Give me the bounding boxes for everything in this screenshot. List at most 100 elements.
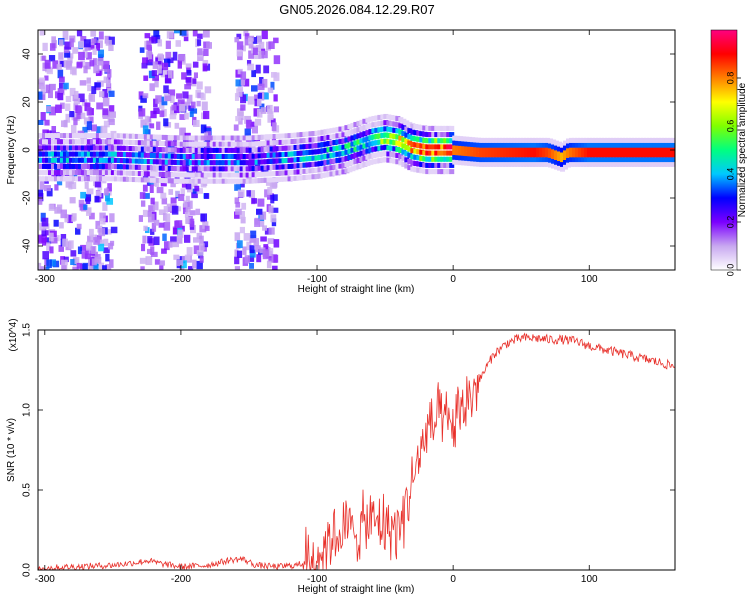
spectrogram-ridge-cell [410,129,416,135]
spectrogram-ridge-cell [446,169,452,175]
spectrogram-ridge-cell [62,151,68,157]
spectrogram-ridge-cell [197,154,203,160]
spectrogram-ridge-cell [308,143,314,149]
spectrogram-ridge-cell [302,150,308,156]
spectrogram-ridge-cell [296,169,302,175]
spectrogram-ridge-cell [422,150,428,156]
spectrogram-noise-cell [179,30,187,36]
spectrogram-noise-cell [143,75,149,81]
spectrogram-noise-cell [183,33,189,42]
spectrogram-ridge-cell [68,163,74,169]
spectrogram-ridge-cell [554,159,560,165]
spectrogram-ridge-cell [71,151,77,157]
spectrogram-ridge-cell [404,157,410,163]
spectrogram-ridge-cell [215,141,221,147]
spectrogram-noise-cell [255,245,261,253]
spectrogram-ridge-cell [326,147,332,153]
spectrogram-ridge-cell [479,142,485,148]
spectrogram-ridge-cell [251,172,257,178]
spectrogram-ridge-cell [458,145,464,151]
spectrogram-noise-cell [251,37,258,44]
spectrogram-noise-cell [182,207,188,214]
spectrogram-ridge-cell [377,121,383,127]
spectrogram-ridge-cell [380,145,386,151]
spectrogram-noise-cell [246,175,252,181]
spectrogram-ridge-cell [89,163,95,169]
spectrogram-ridge-cell [347,124,353,130]
spectrogram-ridge-cell [287,139,293,145]
spectrogram-noise-cell [159,260,165,266]
spectrogram-noise-cell [70,250,77,257]
spectrogram-ridge-cell [452,140,458,146]
spectrogram-noise-cell [253,238,259,246]
spectrogram-ridge-cell [65,151,71,157]
spectrogram-ridge-cell [503,161,509,167]
spectrogram-ridge-cell [518,137,524,143]
colorbar-label: Normalized spectral amplitude [737,82,748,217]
spectrogram-ridge-cell [92,157,98,163]
spectrogram-noise-cell [273,239,280,248]
spectrogram-ridge-cell [380,132,386,138]
spectrogram-ridge-cell [83,133,89,139]
spectrogram-ridge-cell [598,161,604,167]
spectrogram-noise-cell [49,259,56,267]
spectrogram-ridge-cell [419,162,425,168]
spectrogram-noise-cell [158,222,165,228]
spectrogram-ridge-cell [392,115,398,121]
spectrogram-ridge-cell [203,166,209,172]
spectrogram-noise-cell [148,205,155,212]
spectrogram-noise-cell [109,259,114,268]
spectrogram-noise-cell [161,248,167,254]
spectrogram-ridge-cell [470,137,476,143]
spectrogram-ridge-cell [206,135,212,141]
spectrogram-ridge-cell [119,176,125,182]
spectrogram-ridge-cell [293,144,299,150]
spectrogram-noise-cell [61,264,68,270]
spectrogram-ridge-cell [515,152,521,158]
spectrogram-noise-cell [154,259,161,265]
spectrogram-noise-cell [268,254,274,263]
spectrogram-ridge-cell [566,152,572,158]
spectrogram-ridge-cell [637,157,643,163]
spectrogram-noise-cell [63,46,70,53]
spectrogram-ridge-cell [652,152,658,158]
spectrogram-ridge-cell [50,157,56,163]
spectrogram-ridge-cell [374,158,380,164]
spectrogram-noise-cell [51,160,56,166]
spectrogram-ridge-cell [188,172,194,178]
spectrogram-ridge-cell [305,156,311,162]
spectrogram-ridge-cell [71,133,77,139]
spectrogram-ridge-cell [431,138,437,144]
spectrogram-ridge-cell [649,142,655,148]
spectrogram-ridge-cell [311,131,317,137]
colorbar-tick-label: 0.4 [725,168,735,181]
spectrogram-ridge-cell [47,139,53,145]
spectrogram-ridge-cell [38,145,44,151]
spectrogram-ridge-cell [545,137,551,143]
spectrogram-ridge-cell [506,147,512,153]
spectrogram-ridge-cell [170,147,176,153]
spectrogram-noise-cell [236,41,244,51]
spectrogram-noise-cell [56,204,63,213]
spectrogram-ridge-cell [577,142,583,148]
spectrogram-ridge-cell [290,157,296,163]
spectrogram-ridge-cell [604,152,610,158]
spectrogram-noise-cell [193,72,198,79]
spectrogram-ridge-cell [470,161,476,167]
spectrogram-ridge-cell [530,147,536,153]
spectrogram-ridge-cell [155,153,161,159]
spectrogram-ridge-cell [38,133,44,139]
spectrogram-ridge-cell [140,177,146,183]
spectrogram-ridge-cell [476,156,482,162]
spectrogram-ridge-cell [224,135,230,141]
spectrogram-ridge-cell [640,137,646,143]
spectrogram-ridge-cell [467,151,473,157]
spectrogram-ridge-cell [227,154,233,160]
spectrogram-noise-cell [199,255,204,263]
spectrogram-ridge-cell [290,176,296,182]
spectrogram-noise-cell [252,47,258,55]
spectrogram-ridge-cell [515,137,521,143]
spectrogram-noise-cell [157,39,163,47]
spectrogram-ridge-cell [215,172,221,178]
spectrogram-ridge-cell [260,171,266,177]
